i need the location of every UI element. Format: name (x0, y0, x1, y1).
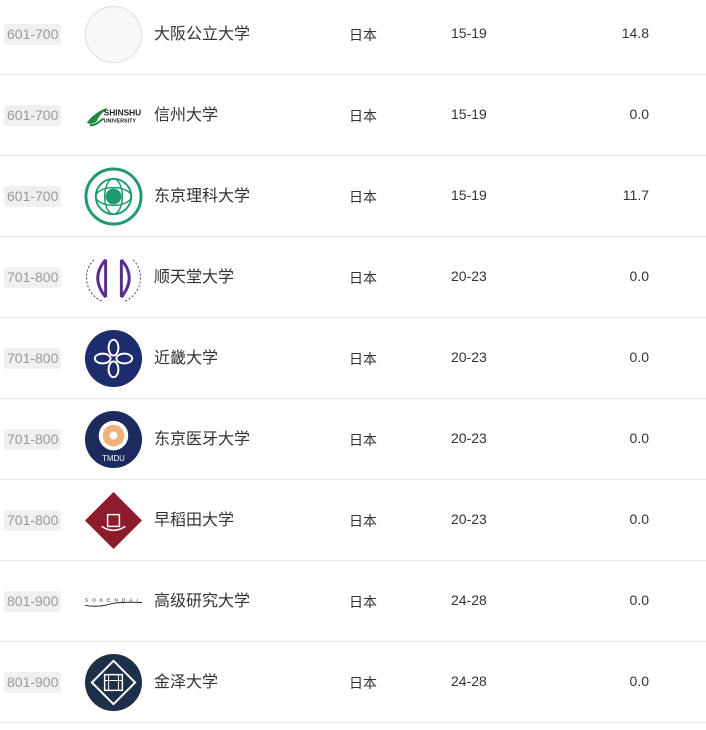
university-name[interactable]: 早稻田大学 (154, 510, 235, 529)
university-logo: SHINSHU UNIVERSITY (84, 86, 143, 145)
rank-range: 15-19 (451, 106, 487, 122)
university-logo (84, 653, 143, 712)
university-logo (84, 329, 143, 388)
table-row[interactable]: 601-700 SHINSHU UNIVERSITY 信州大学 日本 15-19 0.0 (0, 75, 706, 156)
university-name[interactable]: 高级研究大学 (154, 591, 251, 610)
table-row[interactable]: 801-900 SOKENDAI 高级研究大学 日本 24-28 0.0 (0, 561, 706, 642)
country: 日本 (349, 190, 377, 206)
rank-badge: 701-800 (4, 429, 62, 450)
university-logo (84, 5, 143, 64)
rank-range: 20-23 (451, 268, 487, 284)
svg-text:SOKENDAI: SOKENDAI (85, 598, 142, 604)
rank-badge: 801-900 (4, 591, 62, 612)
rank-range: 15-19 (451, 187, 487, 203)
svg-text:UNIVERSITY: UNIVERSITY (104, 118, 137, 124)
country: 日本 (349, 676, 377, 692)
score: 0.0 (629, 673, 649, 689)
score: 0.0 (629, 349, 649, 365)
table-row[interactable]: 701-800 顺天堂大学 日本 20-23 0.0 (0, 237, 706, 318)
university-name[interactable]: 大阪公立大学 (154, 24, 251, 43)
rank-badge: 601-700 (4, 105, 62, 126)
rank-badge: 701-800 (4, 348, 62, 369)
score: 0.0 (629, 511, 649, 527)
university-name[interactable]: 顺天堂大学 (154, 267, 235, 286)
country: 日本 (349, 514, 377, 530)
rank-range: 20-23 (451, 511, 487, 527)
table-row[interactable]: 701-800 近畿大学 日本 20-23 0.0 (0, 318, 706, 399)
university-name[interactable]: 东京医牙大学 (154, 429, 251, 448)
university-logo (84, 167, 143, 226)
country: 日本 (349, 271, 377, 287)
rank-badge: 701-800 (4, 510, 62, 531)
table-row[interactable]: 601-700 大阪公立大学 日本 15-19 14.8 (0, 0, 706, 75)
university-logo: SOKENDAI (84, 572, 143, 631)
rank-badge: 601-700 (4, 24, 62, 45)
rank-badge: 801-900 (4, 672, 62, 693)
country: 日本 (349, 352, 377, 368)
rank-badge: 601-700 (4, 186, 62, 207)
score: 0.0 (629, 430, 649, 446)
university-name[interactable]: 金泽大学 (154, 672, 219, 691)
university-logo (84, 248, 143, 307)
score: 0.0 (629, 106, 649, 122)
rank-range: 20-23 (451, 430, 487, 446)
rank-range: 24-28 (451, 592, 487, 608)
country: 日本 (349, 109, 377, 125)
university-logo (84, 491, 143, 550)
table-row[interactable]: 701-800 TMDU 东京医牙大学 日本 20-23 0.0 (0, 399, 706, 480)
score: 0.0 (629, 268, 649, 284)
svg-text:SHINSHU: SHINSHU (104, 108, 142, 118)
score: 0.0 (629, 592, 649, 608)
svg-text:TMDU: TMDU (102, 454, 125, 463)
university-logo: TMDU (84, 410, 143, 469)
university-name[interactable]: 信州大学 (154, 105, 219, 124)
table-row[interactable]: 701-800 早稻田大学 日本 20-23 0.0 (0, 480, 706, 561)
university-name[interactable]: 近畿大学 (154, 348, 219, 367)
university-name[interactable]: 东京理科大学 (154, 186, 251, 205)
rank-range: 15-19 (451, 25, 487, 41)
score: 14.8 (621, 25, 649, 41)
country: 日本 (349, 28, 377, 44)
rank-range: 20-23 (451, 349, 487, 365)
country: 日本 (349, 433, 377, 449)
rank-badge: 701-800 (4, 267, 62, 288)
table-row[interactable]: 601-700 东京理科大学 日本 15-19 11.7 (0, 156, 706, 237)
table-row[interactable]: 801-900 金泽大学 日本 24-28 0.0 (0, 642, 706, 723)
country: 日本 (349, 595, 377, 611)
rank-range: 24-28 (451, 673, 487, 689)
score: 11.7 (622, 187, 649, 203)
